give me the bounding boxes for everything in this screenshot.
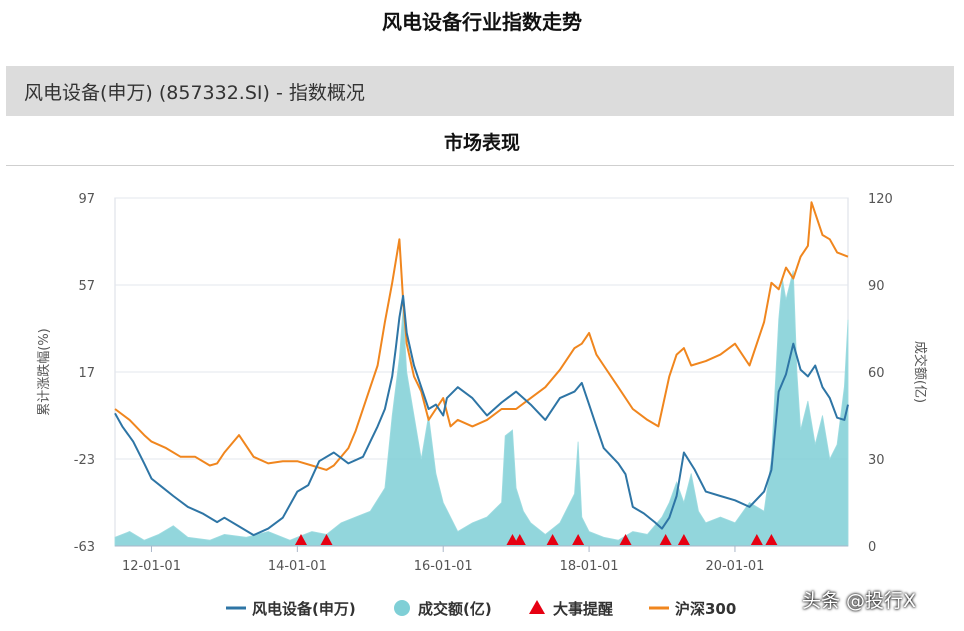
y-tick-label: 97	[78, 192, 95, 207]
y2-axis-label: 成交额(亿)	[912, 341, 928, 403]
legend-label: 成交额(亿)	[418, 600, 492, 618]
legend-item-volume[interactable]: 成交额(亿)	[394, 600, 492, 618]
event-marker[interactable]	[546, 534, 559, 545]
event-marker[interactable]	[294, 534, 307, 545]
legend-label: 大事提醒	[553, 600, 613, 618]
legend-swatch	[394, 600, 410, 616]
y2-tick-label: 90	[868, 279, 885, 294]
panel-title: 市场表现	[443, 132, 520, 154]
legend-label: 风电设备(申万)	[252, 600, 356, 618]
axes: -63 -23 17 57 97 0 30 60 90 120 12-01-01 14-01-01 16…	[74, 192, 893, 574]
grid-lines	[115, 197, 848, 547]
x-tick-label: 18-01-01	[560, 559, 619, 574]
event-marker[interactable]	[659, 534, 672, 545]
y2-tick-label: 120	[868, 192, 893, 207]
x-tick-label: 12-01-01	[122, 559, 181, 574]
legend-label: 沪深300	[675, 600, 736, 618]
y-axis-label: 累计涨跌幅(%)	[36, 328, 52, 416]
y2-tick-label: 0	[868, 540, 876, 555]
event-markers	[294, 534, 778, 545]
x-tick-label: 16-01-01	[414, 559, 473, 574]
legend-item-events[interactable]: 大事提醒	[529, 600, 613, 618]
legend-item-sector[interactable]: 风电设备(申万)	[226, 600, 356, 618]
watermark: 头条 @投行X	[802, 590, 917, 612]
section-header-bar: 风电设备(申万) (857332.SI) - 指数概况	[6, 66, 954, 116]
legend-swatch	[529, 600, 545, 614]
csi300-line	[114, 201, 849, 471]
line-series	[114, 201, 849, 537]
event-marker[interactable]	[619, 534, 632, 545]
event-marker[interactable]	[677, 534, 690, 545]
sector-index-line	[114, 294, 849, 537]
y-tick-label: 17	[78, 366, 95, 381]
y2-tick-label: 60	[868, 366, 885, 381]
legend: 风电设备(申万) 成交额(亿) 大事提醒 沪深300	[226, 600, 736, 618]
event-marker[interactable]	[572, 534, 585, 545]
y-tick-label: -23	[74, 453, 95, 468]
x-tick-label: 20-01-01	[705, 559, 764, 574]
event-marker[interactable]	[750, 534, 763, 545]
event-marker[interactable]	[765, 534, 778, 545]
section-title: 风电设备(申万) (857332.SI) - 指数概况	[24, 82, 365, 104]
y-tick-label: -63	[74, 540, 95, 555]
y2-tick-label: 30	[868, 453, 885, 468]
x-tick-label: 14-01-01	[268, 559, 327, 574]
panel-divider	[6, 165, 954, 166]
y-tick-label: 57	[78, 279, 95, 294]
event-marker[interactable]	[513, 534, 526, 545]
page-title: 风电设备行业指数走势	[382, 10, 582, 34]
event-marker[interactable]	[320, 534, 333, 545]
legend-item-csi300[interactable]: 沪深300	[649, 600, 736, 618]
